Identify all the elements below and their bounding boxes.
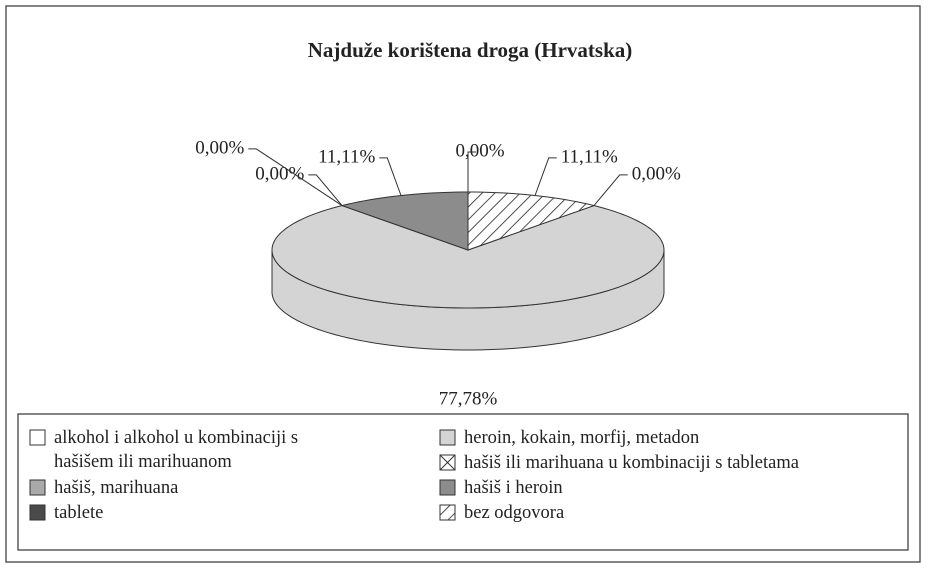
value-label: 0,00%: [255, 163, 304, 184]
legend-swatch: [29, 479, 46, 496]
leader-line: [379, 157, 402, 196]
legend-swatch: [29, 504, 46, 521]
pie-slice: [340, 191, 469, 251]
legend-label: hašiš i heroin: [464, 478, 563, 498]
value-label: 11,11%: [318, 146, 375, 167]
legend-label: tablete: [54, 503, 104, 523]
value-label: 0,00%: [632, 163, 681, 184]
value-label: 11,11%: [561, 146, 618, 167]
chart-frame: [5, 5, 921, 563]
legend-label: alkohol i alkohol u kombinaciji s hašiše…: [54, 428, 299, 472]
legend-label: hašiš, marihuana: [54, 478, 179, 498]
legend-frame: [17, 413, 909, 551]
value-label: 0,00%: [195, 137, 244, 158]
leader-line: [248, 148, 343, 206]
legend-swatch: [439, 429, 456, 446]
chart-title: Najduže korištena droga (Hrvatska): [308, 38, 633, 62]
legend-swatch: [439, 479, 456, 496]
pie-slice: [467, 191, 596, 251]
legend-label: heroin, kokain, morfij, metadon: [464, 428, 700, 448]
legend-label: hašiš ili marihuana u kombinaciji s tabl…: [464, 453, 799, 473]
legend-swatch-cross: [439, 454, 456, 471]
leader-line: [593, 174, 628, 206]
legend-swatch: [439, 504, 456, 521]
legend-label: bez odgovora: [464, 503, 565, 523]
leader-line: [308, 174, 343, 206]
value-label: 0,00%: [455, 140, 504, 161]
legend-swatch: [29, 429, 46, 446]
value-label: 77,78%: [439, 388, 498, 409]
leader-line: [467, 151, 477, 193]
pie-slice: [271, 205, 665, 309]
leader-line: [534, 157, 557, 196]
